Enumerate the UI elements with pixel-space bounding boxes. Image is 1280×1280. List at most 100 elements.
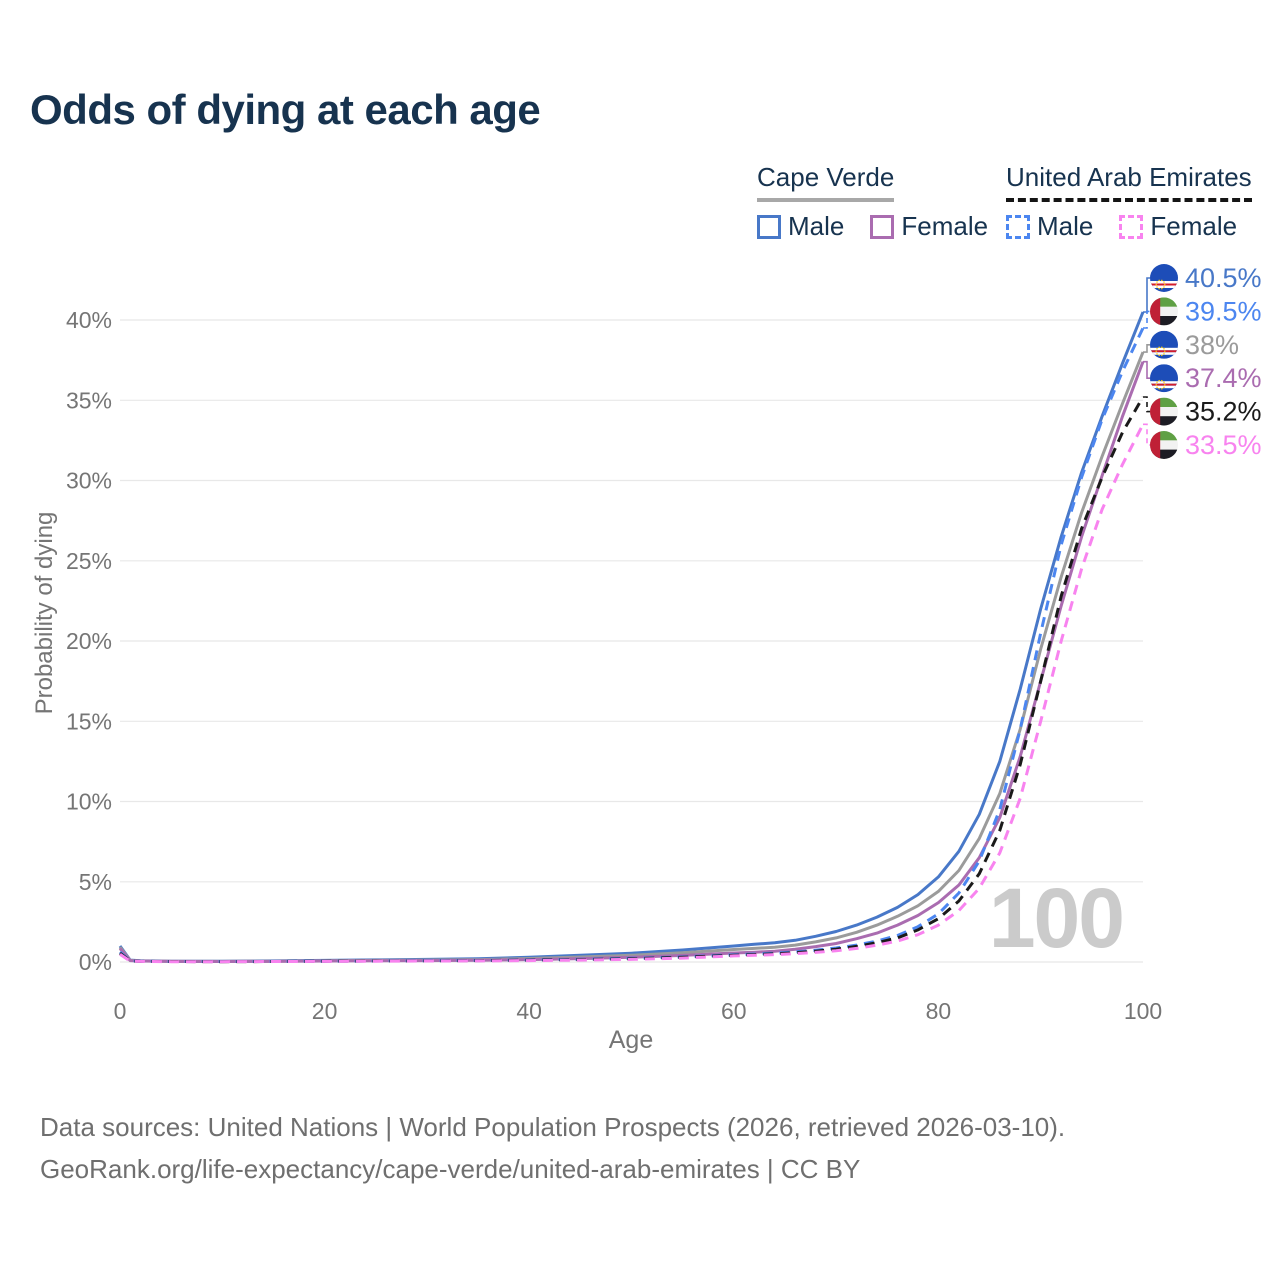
end-label-connector	[1143, 423, 1150, 446]
flag-band	[1150, 431, 1161, 459]
dashed-square-swatch-icon	[1119, 214, 1144, 239]
series-line-cape-verde-male	[118, 311, 1145, 963]
legend-group-united-arab-emirates: United Arab Emirates Male Female	[1006, 162, 1252, 242]
flag-stripe	[1150, 416, 1178, 426]
end-label-connector	[1143, 277, 1150, 313]
flag-uae-icon	[1150, 397, 1178, 426]
x-tick-label: 0	[114, 998, 127, 1024]
legend-items-united-arab-emirates: Male Female	[1006, 211, 1252, 242]
flag-star	[1156, 281, 1158, 283]
y-tick-label: 20%	[66, 628, 112, 654]
y-tick-label: 30%	[66, 468, 112, 494]
solid-square-swatch-icon	[870, 214, 895, 239]
y-tick-label: 35%	[66, 387, 112, 413]
flag-stripe	[1150, 449, 1178, 459]
series-end-labels: 40.5%39.5% 38%37.4% 35.2%33.5%	[1143, 263, 1262, 460]
flag-star	[1164, 283, 1166, 286]
flag-star	[1163, 286, 1165, 288]
page-title: Odds of dying at each age	[30, 86, 541, 133]
y-tick-label: 5%	[79, 869, 112, 895]
flag-star	[1158, 346, 1160, 348]
series-line-united-arab-emirates-female	[119, 423, 1145, 964]
flag-stripe	[1150, 440, 1178, 450]
x-axis-title: Age	[609, 1026, 653, 1054]
flag-stripe	[1150, 316, 1178, 326]
legend-item-cape-verde-female[interactable]: Female	[870, 211, 988, 242]
flag-star	[1163, 386, 1165, 388]
gridlines	[120, 319, 1143, 963]
watermark-max-age: 100	[989, 871, 1123, 965]
x-tick-label: 40	[516, 998, 542, 1024]
end-value-label: 39.5%	[1185, 296, 1262, 326]
flag-star	[1158, 287, 1160, 290]
end-value-label: 35.2%	[1185, 397, 1262, 427]
flag-star	[1164, 383, 1166, 386]
flag-star	[1161, 346, 1163, 348]
legend-item-uae-male[interactable]: Male	[1006, 211, 1093, 242]
flag-cape-verde-icon	[1150, 264, 1178, 292]
end-label-connector	[1143, 396, 1150, 413]
legend-item-label: Female	[901, 211, 989, 241]
end-label-connector	[1143, 344, 1150, 353]
legend-item-label: Female	[1150, 211, 1238, 241]
footer: Data sources: United Nations | World Pop…	[40, 1106, 1065, 1190]
x-tick-label: 80	[926, 998, 952, 1024]
flag-star	[1155, 283, 1157, 286]
series-lines	[118, 311, 1145, 964]
legend-heading-united-arab-emirates: United Arab Emirates	[1006, 162, 1252, 202]
y-axis-ticks: 0% 5% 10% 15% 20% 25% 30% 35% 40%	[66, 307, 112, 975]
flag-uae-icon	[1150, 431, 1178, 459]
x-tick-label: 100	[1124, 998, 1162, 1024]
flag-star	[1156, 353, 1158, 355]
dashed-square-swatch-icon	[1006, 214, 1030, 239]
solid-square-swatch-icon	[757, 214, 781, 239]
flag-star	[1161, 287, 1163, 290]
y-tick-label: 15%	[66, 708, 112, 734]
flag-star	[1161, 388, 1163, 390]
flag-star	[1156, 348, 1158, 350]
flag-uae-icon	[1150, 297, 1178, 326]
end-label-connector	[1143, 310, 1150, 329]
legend-item-uae-female[interactable]: Female	[1119, 211, 1237, 242]
legend-heading-cape-verde: Cape Verde	[757, 162, 895, 202]
y-tick-label: 25%	[66, 548, 112, 574]
flag-star	[1164, 350, 1166, 353]
flag-star	[1163, 281, 1165, 283]
flag-star	[1156, 286, 1158, 288]
flag-star	[1156, 386, 1158, 388]
y-tick-label: 0%	[79, 949, 112, 975]
flag-star	[1161, 379, 1163, 382]
flag-star	[1163, 381, 1165, 383]
end-value-label: 37.4%	[1185, 363, 1262, 393]
footer-attribution: GeoRank.org/life-expectancy/cape-verde/u…	[40, 1154, 861, 1184]
series-line-cape-verde-both-sexes	[118, 351, 1145, 963]
footer-data-sources: Data sources: United Nations | World Pop…	[40, 1112, 1066, 1142]
flag-stripe	[1150, 283, 1178, 286]
flag-star	[1158, 379, 1160, 382]
line-chart: 100 0% 5% 10% 15% 20% 25% 30% 35% 40% 0 20 40 60 80 1…	[66, 263, 1262, 1054]
flag-star	[1158, 279, 1160, 282]
end-label-connector	[1143, 360, 1150, 379]
flag-star	[1158, 388, 1160, 390]
legend-group-cape-verde: Cape Verde Male Female	[757, 162, 988, 242]
legend-item-label: Male	[788, 211, 845, 241]
y-tick-label: 40%	[66, 307, 112, 333]
flag-band	[1150, 397, 1161, 426]
flag-star	[1155, 383, 1157, 386]
end-value-label: 33.5%	[1185, 430, 1262, 460]
flag-star	[1158, 354, 1160, 357]
end-value-label: 40.5%	[1185, 263, 1262, 293]
flag-stripe	[1150, 350, 1178, 353]
flag-stripe	[1150, 306, 1178, 316]
flag-star	[1163, 353, 1165, 355]
y-tick-label: 10%	[66, 789, 112, 815]
flag-star	[1155, 350, 1157, 353]
legend-item-cape-verde-male[interactable]: Male	[757, 211, 844, 242]
flag-star	[1163, 348, 1165, 350]
flag-stripe	[1150, 431, 1178, 441]
flag-stripe	[1150, 383, 1178, 386]
flag-stripe	[1150, 297, 1178, 307]
legend-items-cape-verde: Male Female	[757, 211, 988, 242]
flag-cape-verde-icon	[1150, 364, 1178, 393]
